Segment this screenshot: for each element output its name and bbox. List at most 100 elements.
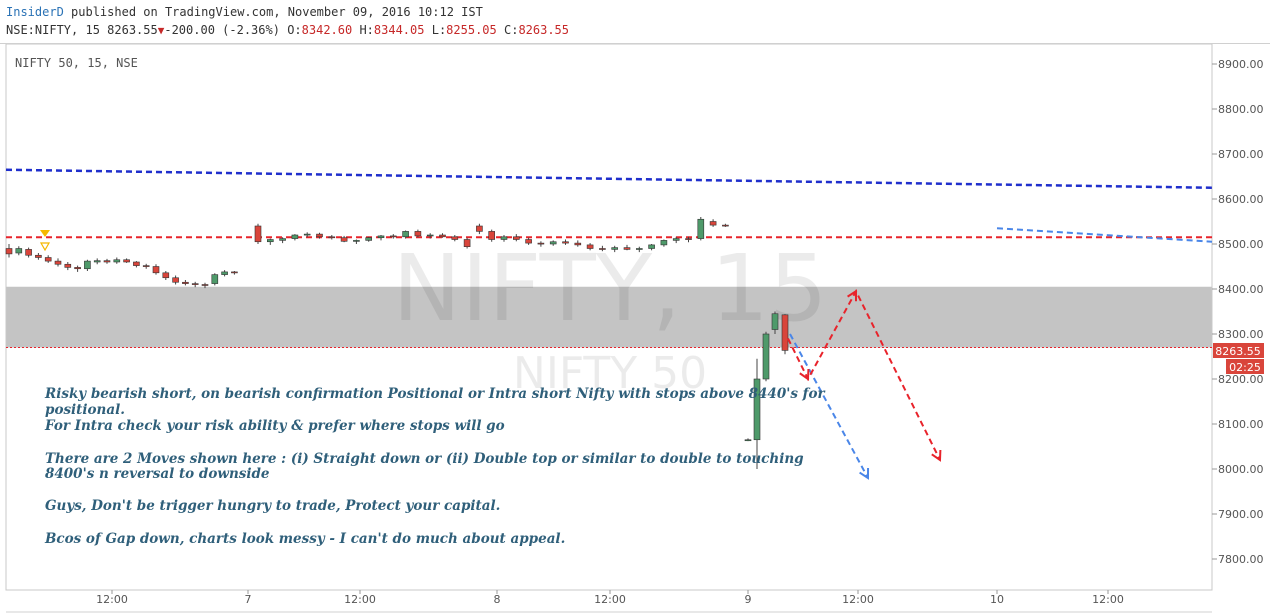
candle-body xyxy=(648,244,655,249)
price-tick-label: 8600.00 xyxy=(1218,193,1264,206)
candle-body xyxy=(182,281,189,284)
blue-trend-line[interactable] xyxy=(5,168,1213,189)
time-axis[interactable]: 12:00 7 12:00 8 12:00 9 12:00 10 12:00 xyxy=(96,590,1124,606)
candle-body xyxy=(744,439,752,442)
candle-body xyxy=(84,260,91,270)
horizontal-lines[interactable] xyxy=(6,236,1212,348)
last-price-box xyxy=(1213,343,1264,358)
candle-body xyxy=(340,237,348,242)
candle-body xyxy=(64,263,72,268)
low-label: L: xyxy=(431,23,447,37)
resistance-zone xyxy=(6,286,1212,348)
candle-body xyxy=(722,224,729,227)
candle-body xyxy=(488,231,496,240)
candle-body xyxy=(201,284,209,286)
pane-label: NIFTY 50, 15, NSE xyxy=(15,56,138,70)
candle-body xyxy=(365,237,373,241)
author-link[interactable]: InsiderD xyxy=(6,5,64,19)
candle-body xyxy=(316,233,323,238)
candle-body xyxy=(586,244,594,249)
watermark-symbol: NIFTY, 15 xyxy=(392,235,827,342)
candle-body xyxy=(328,236,336,239)
projection-arrows[interactable] xyxy=(787,289,942,480)
candle-body xyxy=(672,238,680,241)
price-tick-label: 8500.00 xyxy=(1218,238,1264,251)
published-text: published on TradingView.com, November 0… xyxy=(71,5,483,19)
candle-body xyxy=(697,218,705,239)
candle-body xyxy=(512,236,520,240)
candle-body xyxy=(599,248,606,250)
candle-body xyxy=(5,248,13,255)
blue-projection-arrow[interactable] xyxy=(789,333,869,479)
candle-body xyxy=(500,236,508,240)
candle-body xyxy=(113,259,121,263)
candle-body xyxy=(74,267,81,270)
candle-body xyxy=(221,271,228,275)
candle-body xyxy=(753,378,761,441)
candle-body xyxy=(231,271,238,274)
candle-body xyxy=(781,314,789,351)
close-value: 8263.55 xyxy=(518,23,570,37)
candle-body xyxy=(685,238,692,240)
light-blue-trend-line[interactable] xyxy=(996,227,1213,243)
time-tick-label: 12:00 xyxy=(96,593,128,606)
candle-body xyxy=(93,260,101,263)
candle-body xyxy=(635,248,643,250)
candle-body xyxy=(623,247,631,250)
red-projection-arrow[interactable] xyxy=(787,289,941,461)
candle-body xyxy=(152,266,160,274)
candle-body xyxy=(476,225,483,232)
down-triangle-marker-icon xyxy=(40,230,50,237)
candle-body xyxy=(279,238,286,241)
price-axis[interactable]: 8900.00 8800.00 8700.00 8600.00 8500.00 8400.… xyxy=(1212,58,1264,566)
candle-body xyxy=(562,241,569,244)
candles xyxy=(5,217,789,469)
price-change: -200.00 (-2.36%) xyxy=(164,23,280,37)
countdown-box xyxy=(1226,359,1264,374)
candle-body xyxy=(172,277,179,283)
candle-body xyxy=(709,221,717,226)
candle-body xyxy=(549,241,557,245)
candle-body xyxy=(266,239,274,243)
candle-body xyxy=(162,272,170,279)
price-tick-label: 8300.00 xyxy=(1218,328,1264,341)
publish-header: InsiderD published on TradingView.com, N… xyxy=(6,5,483,19)
price-tick-label: 7900.00 xyxy=(1218,508,1264,521)
red-arrow-head-2 xyxy=(847,289,858,302)
candle-body xyxy=(426,234,434,237)
price-tick-label: 8800.00 xyxy=(1218,103,1264,116)
note-line-6: Guys, Don't be trigger hungry to trade, … xyxy=(45,498,501,514)
candle-body xyxy=(142,265,150,267)
candle-body xyxy=(525,239,532,244)
ohlc-legend: NSE:NIFTY, 15 8263.55▼-200.00 (-2.36%) O… xyxy=(6,23,569,37)
time-tick-label: 12:00 xyxy=(842,593,874,606)
last-price-label: 8263.55 02:25 xyxy=(1213,343,1264,374)
candle-body xyxy=(439,234,446,238)
trend-lines[interactable] xyxy=(5,168,1213,243)
candle-body xyxy=(133,261,140,266)
candle-body xyxy=(660,240,668,246)
high-label: H: xyxy=(359,23,374,37)
price-tick-label: 8700.00 xyxy=(1218,148,1264,161)
close-label: C: xyxy=(503,23,519,37)
candle-body xyxy=(771,313,779,330)
watermark-layer: NIFTY, 15 NIFTY 50 xyxy=(392,235,827,399)
note-line-5: 8400's n reversal to downside xyxy=(45,466,270,482)
watermark-name: NIFTY 50 xyxy=(513,348,707,399)
open-value: 8342.60 xyxy=(301,23,353,37)
candle-body xyxy=(254,225,262,243)
zone-layer xyxy=(6,286,1212,348)
time-tick-label: 7 xyxy=(245,593,252,606)
markers xyxy=(39,230,51,252)
candle-body xyxy=(211,274,219,284)
time-tick-label: 12:00 xyxy=(1092,593,1124,606)
price-tick-label: 7800.00 xyxy=(1218,553,1264,566)
red-arrow-head-1 xyxy=(799,368,810,381)
candle-body xyxy=(377,235,385,238)
chart-frame xyxy=(0,43,1270,613)
candle-body xyxy=(414,231,422,237)
candle-body xyxy=(15,248,23,254)
candle-body xyxy=(611,247,619,250)
candle-body xyxy=(25,249,32,256)
